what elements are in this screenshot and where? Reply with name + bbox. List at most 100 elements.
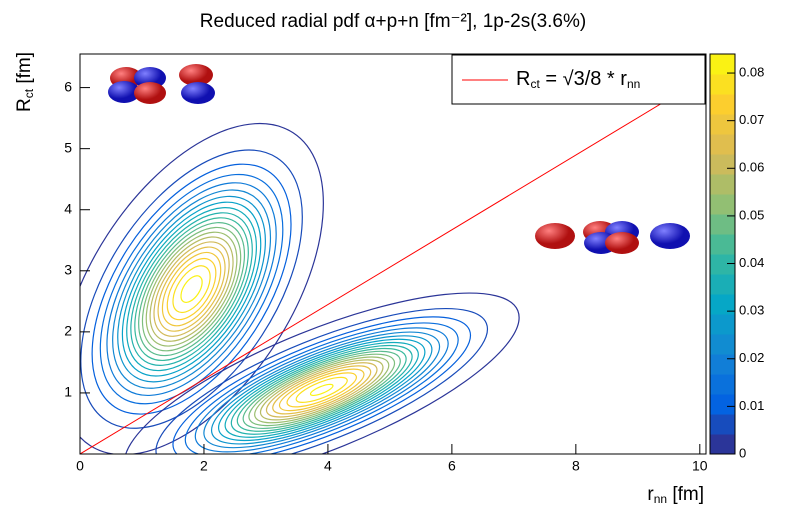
- legend-label-part: ct: [530, 77, 540, 91]
- contour-line: [149, 236, 234, 342]
- contour-line: [157, 246, 226, 332]
- contour-line: [106, 182, 277, 397]
- contour-line: [286, 372, 357, 408]
- y-axis-label-part: [fm]: [14, 52, 35, 89]
- y-tick-label: 1: [64, 384, 72, 400]
- contour-line: [248, 353, 396, 427]
- colorbar-band: [710, 154, 735, 175]
- contour-line: [194, 327, 449, 453]
- contour-line: [236, 347, 407, 432]
- legend-label-part: = √3/8 * r: [540, 68, 627, 90]
- y-tick-label: 5: [64, 139, 72, 155]
- colorbar-band: [710, 314, 735, 335]
- z-tick-label: 0.02: [739, 350, 764, 365]
- colorbar-band: [710, 74, 735, 95]
- contour-line: [203, 331, 441, 449]
- colorbar-band: [710, 274, 735, 295]
- x-tick-label: 8: [572, 458, 580, 474]
- z-tick-label: 0.04: [739, 255, 764, 270]
- colorbar-band: [710, 234, 735, 255]
- contours: [80, 76, 706, 454]
- x-axis-label-part: r: [647, 484, 654, 505]
- contour-line: [242, 350, 401, 430]
- contour-line: [210, 335, 433, 445]
- contour-line: [134, 217, 249, 362]
- contour-line: [309, 383, 334, 396]
- colorbar-frame: [709, 53, 736, 455]
- contour-line: [80, 149, 303, 429]
- y-axis-label-part: ct: [22, 88, 36, 98]
- ratio-line: [80, 76, 706, 454]
- contour-line: [130, 212, 253, 366]
- contour-line: [121, 201, 262, 377]
- contour-line: [117, 195, 266, 383]
- z-tick-label: 0.03: [739, 303, 764, 318]
- y-tick-label: 6: [64, 78, 72, 94]
- z-tick-label: 0.07: [739, 112, 764, 127]
- colorbar-band: [710, 94, 735, 115]
- frame: [79, 53, 707, 455]
- colorbar-band: [710, 174, 735, 195]
- z-tick-label: 0: [739, 445, 746, 460]
- contour-line: [99, 173, 284, 405]
- contour-line: [272, 365, 372, 415]
- x-tick-label: 2: [200, 458, 208, 474]
- colorbar-band: [710, 114, 735, 135]
- z-tick-label: 0.06: [739, 160, 764, 175]
- legend-label-part: nn: [627, 77, 640, 91]
- z-tick-label: 0.05: [739, 207, 764, 222]
- contour-line: [278, 368, 365, 412]
- colorbar-band: [710, 394, 735, 415]
- z-tick-label: 0.08: [739, 64, 764, 79]
- contour-line: [166, 258, 217, 321]
- colorbar-band: [710, 294, 735, 315]
- contour-line: [230, 344, 413, 435]
- colorbar-band: [710, 434, 735, 455]
- chart-title: Reduced radial pdf α+p+n [fm⁻²], 1p-2s(3…: [200, 11, 586, 32]
- x-tick-label: 0: [76, 458, 84, 474]
- y-tick-label: 4: [64, 200, 72, 216]
- x-tick-label: 10: [692, 458, 708, 474]
- y-tick-label: 3: [64, 261, 72, 277]
- colorbar-band: [710, 374, 735, 395]
- contour-line: [161, 251, 222, 327]
- contour-line: [91, 163, 292, 415]
- contour-line: [265, 362, 378, 418]
- contour-line: [155, 307, 489, 454]
- contour-line: [153, 241, 230, 337]
- contour-line: [172, 316, 472, 454]
- colorbar-band: [710, 334, 735, 355]
- colorbar-band: [710, 214, 735, 235]
- legend-label: Rct = √3/8 * rnn: [516, 68, 640, 91]
- legend-label-part: R: [516, 68, 530, 90]
- colorbar-band: [710, 134, 735, 155]
- x-tick-label: 6: [448, 458, 456, 474]
- x-axis-label-part: nn: [654, 492, 667, 506]
- contour-line: [259, 359, 384, 421]
- contour-line: [141, 226, 242, 352]
- contour-line: [126, 207, 257, 372]
- contour-line: [80, 122, 324, 454]
- colorbar-band: [710, 414, 735, 435]
- contour-line: [180, 275, 203, 304]
- contour-line: [112, 189, 272, 389]
- colorbar-band: [710, 194, 735, 215]
- contour-line: [295, 376, 348, 403]
- contour-line: [123, 292, 520, 454]
- contour-line: [254, 356, 390, 424]
- colorbar-band: [710, 54, 735, 75]
- contour-line: [184, 322, 459, 454]
- contour-line: [138, 222, 246, 357]
- contour-line: [224, 341, 419, 438]
- contour-line: [172, 265, 211, 314]
- x-axis-label: rnn [fm]: [647, 484, 704, 506]
- contour-line: [217, 338, 426, 442]
- colorbar-band: [710, 254, 735, 275]
- icons: [108, 64, 690, 254]
- x-tick-label: 4: [324, 458, 332, 474]
- y-axis-label-part: R: [14, 98, 35, 112]
- colorbar-band: [710, 354, 735, 375]
- contour-line: [145, 231, 238, 347]
- z-tick-label: 0.01: [739, 398, 764, 413]
